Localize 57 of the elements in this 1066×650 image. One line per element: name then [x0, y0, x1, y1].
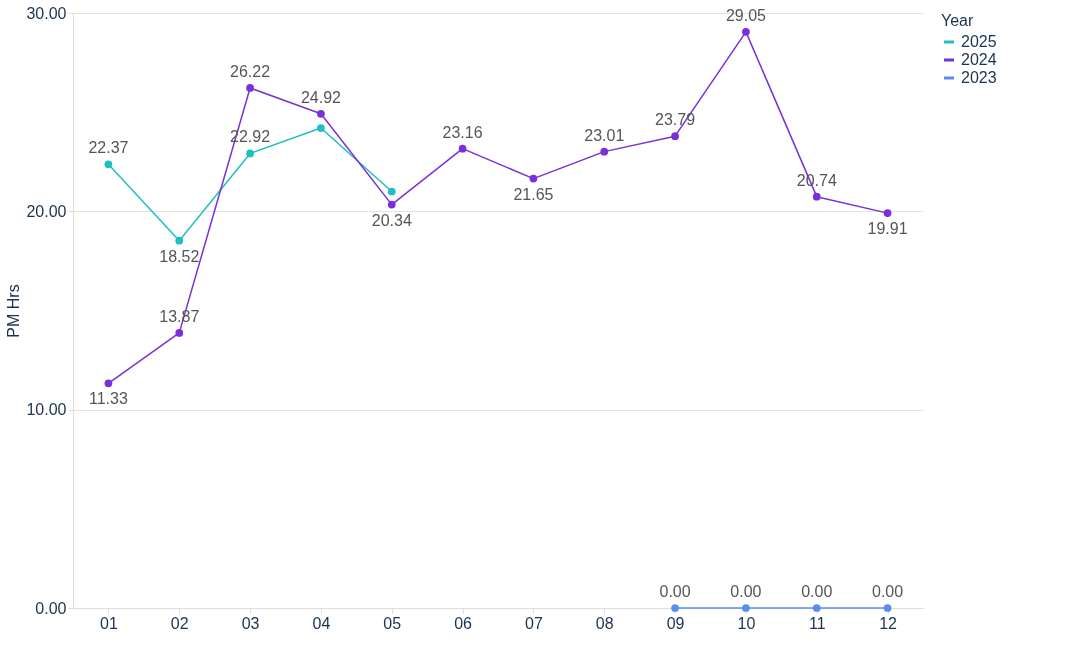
x-tick-label: 11	[808, 614, 826, 632]
data-label: 0.00	[730, 583, 762, 600]
point	[529, 174, 538, 183]
point	[458, 144, 467, 153]
x-tick-label: 01	[100, 614, 118, 632]
point	[104, 160, 113, 169]
data-label: 0.00	[872, 583, 904, 600]
point	[387, 200, 396, 209]
x-tick-label: 06	[454, 614, 473, 632]
point	[671, 132, 679, 141]
data-label: 29.05	[725, 6, 767, 24]
y-tick-label: 0.00	[35, 599, 67, 617]
data-label: 0.00	[801, 583, 833, 600]
data-label: 11.33	[88, 390, 128, 408]
data-label: 23.01	[584, 126, 625, 144]
point	[742, 27, 750, 36]
x-tick-label: 09	[666, 614, 685, 632]
data-label: 22.37	[88, 139, 129, 157]
legend-label: 2023	[961, 69, 997, 86]
point	[883, 604, 892, 612]
point	[246, 149, 254, 158]
y-tick-label: 10.00	[26, 401, 67, 419]
x-tick-label: 05	[383, 614, 402, 632]
y-tick-label: 20.00	[26, 202, 67, 220]
x-tick-label: 07	[525, 614, 543, 632]
x-tick-label: 12	[879, 614, 898, 632]
data-label: 0.00	[659, 583, 691, 600]
point	[246, 84, 254, 92]
data-label: 26.22	[230, 62, 271, 80]
x-tick-label: 03	[241, 614, 260, 632]
point	[317, 109, 325, 118]
x-tick-label: 02	[170, 614, 189, 632]
point	[742, 604, 750, 612]
data-label: 20.34	[371, 211, 412, 229]
x-tick-label: 08	[595, 614, 614, 632]
point	[175, 236, 184, 245]
x-tick-label: 10	[737, 614, 756, 632]
data-label: 18.52	[159, 247, 200, 265]
data-label: 19.91	[867, 220, 908, 238]
legend-title: Year	[941, 12, 974, 29]
x-tick-label: 04	[312, 614, 331, 632]
point	[387, 187, 396, 196]
point	[104, 379, 113, 388]
point	[600, 147, 609, 156]
point	[317, 124, 325, 132]
data-label: 24.92	[300, 88, 342, 106]
legend-label: 2025	[961, 33, 997, 50]
point	[883, 209, 892, 217]
point	[671, 604, 679, 612]
legend-label: 2024	[961, 51, 997, 68]
point	[175, 329, 184, 337]
data-label: 23.16	[442, 123, 483, 141]
y-axis-title: PM Hrs	[5, 284, 23, 338]
data-label: 21.65	[513, 185, 554, 203]
y-tick-label: 30.00	[26, 4, 67, 22]
point	[812, 604, 821, 612]
point	[812, 192, 821, 201]
